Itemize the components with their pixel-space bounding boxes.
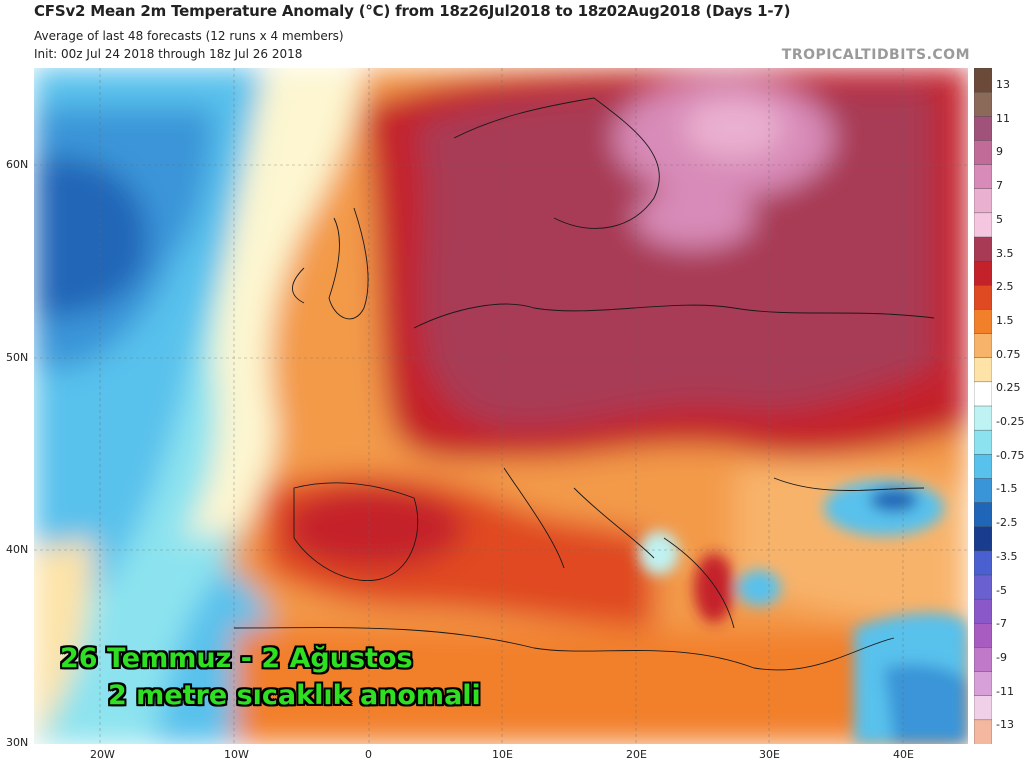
colorbar-label: -5 (996, 583, 1007, 597)
lat-label-30n: 30N (6, 736, 29, 749)
colorbar-swatch (974, 164, 992, 190)
site-watermark: TROPICALTIDBITS.COM (781, 47, 970, 63)
colorbar-swatch (974, 381, 992, 407)
colorbar-label: -9 (996, 650, 1007, 664)
colorbar-label: 2.5 (996, 280, 1014, 294)
colorbar-label: -0.75 (996, 448, 1024, 462)
lon-label-30e: 30E (759, 748, 780, 761)
colorbar-swatch (974, 333, 992, 359)
colorbar-swatch (974, 212, 992, 238)
colorbar-swatch (974, 260, 992, 286)
colorbar-swatch (974, 719, 992, 744)
colorbar-swatch (974, 502, 992, 528)
colorbar-swatch (974, 116, 992, 142)
colorbar-label: -13 (996, 718, 1014, 732)
anomaly-field (34, 68, 968, 744)
colorbar-swatch (974, 695, 992, 721)
colorbar-label: 7 (996, 179, 1003, 193)
colorbar-label: 5 (996, 212, 1003, 226)
colorbar-swatch (974, 285, 992, 311)
colorbar-label: -3.5 (996, 549, 1018, 563)
colorbar-label: -7 (996, 617, 1007, 631)
caption-line-1: 26 Temmuz - 2 Ağustos (60, 643, 413, 674)
colorbar-swatch (974, 574, 992, 600)
lat-label-40n: 40N (6, 543, 29, 556)
lon-label-20w: 20W (90, 748, 115, 761)
colorbar-swatch (974, 598, 992, 624)
coastlines (233, 97, 935, 671)
colorbar-label: -2.5 (996, 516, 1018, 530)
colorbar-label: 9 (996, 145, 1003, 159)
colorbar (974, 68, 992, 744)
map-subtitle: Average of last 48 forecasts (12 runs x … (34, 29, 344, 43)
caption-line-2: 2 metre sıcaklık anomali (108, 680, 481, 711)
colorbar-label: 13 (996, 78, 1010, 91)
colorbar-swatch (974, 140, 992, 166)
colorbar-label: 3.5 (996, 246, 1014, 260)
colorbar-swatch (974, 236, 992, 262)
colorbar-swatch (974, 478, 992, 504)
colorbar-swatch (974, 623, 992, 649)
colorbar-swatch (974, 188, 992, 214)
colorbar-label: 0.25 (996, 381, 1021, 395)
lon-label-20e: 20E (626, 748, 647, 761)
lon-label-40e: 40E (893, 748, 914, 761)
colorbar-swatch (974, 671, 992, 697)
colorbar-label: -1.5 (996, 482, 1018, 496)
lon-label-0: 0 (365, 748, 372, 761)
colorbar-swatch (974, 309, 992, 335)
colorbar-label: 1.5 (996, 313, 1014, 327)
colorbar-swatch (974, 405, 992, 431)
colorbar-swatch (974, 454, 992, 480)
lon-label-10e: 10E (492, 748, 513, 761)
colorbar-label: -11 (996, 684, 1014, 698)
colorbar-swatch (974, 91, 992, 117)
colorbar-swatch (974, 68, 992, 93)
lat-label-50n: 50N (6, 351, 29, 364)
anomaly-map (34, 68, 968, 744)
colorbar-swatch (974, 550, 992, 576)
lat-label-60n: 60N (6, 158, 29, 171)
colorbar-label: 0.75 (996, 347, 1021, 361)
init-line: Init: 00z Jul 24 2018 through 18z Jul 26… (34, 47, 303, 61)
colorbar-swatch (974, 647, 992, 673)
lon-label-10w: 10W (224, 748, 249, 761)
map-title: CFSv2 Mean 2m Temperature Anomaly (°C) f… (34, 2, 791, 20)
colorbar-label: 11 (996, 111, 1010, 125)
colorbar-swatch (974, 526, 992, 552)
colorbar-label: -0.25 (996, 415, 1024, 428)
colorbar-swatch (974, 357, 992, 383)
map-graticule (34, 68, 968, 744)
colorbar-swatch (974, 429, 992, 455)
